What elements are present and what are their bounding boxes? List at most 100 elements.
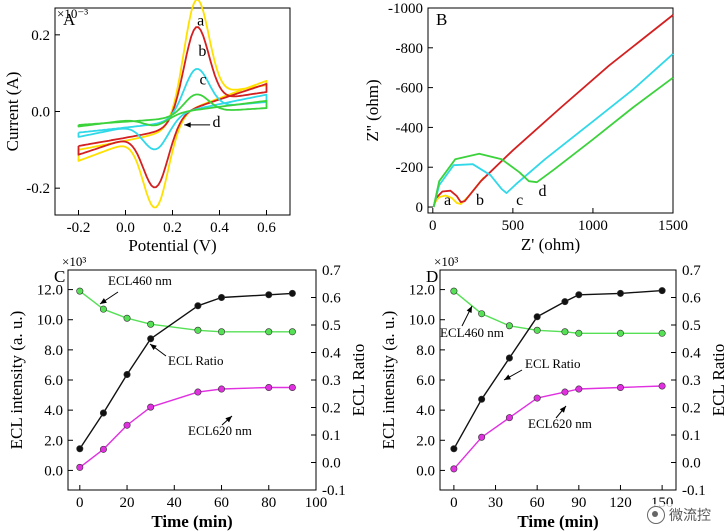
panel-c-xtick-label: 60 — [214, 495, 229, 511]
ecl-point-d-2 — [450, 465, 458, 473]
panel-c-ytick-label: 6.0 — [44, 373, 63, 389]
panel-b-ytick-label: -1000 — [388, 1, 423, 17]
panel-c-xtick-label: 100 — [305, 495, 328, 511]
panel-b-ytick-label: -400 — [396, 120, 424, 136]
ecl-point-c-2 — [218, 385, 226, 393]
panel-d-right-ytick-label: 0.6 — [682, 291, 701, 307]
panel-c-ytick-label: 8.0 — [44, 343, 63, 359]
ecl-series-label-c-2: ECL620 nm — [188, 423, 252, 438]
cv-label-b: b — [198, 43, 206, 60]
panel-b-ytick-label: 0 — [416, 200, 424, 216]
watermark-text: 微流控 — [669, 508, 711, 524]
panel-b-xlabel: Z' (ohm) — [521, 235, 580, 254]
ecl-point-c-1 — [288, 289, 296, 297]
panel-c-ytick-label: 4.0 — [44, 403, 63, 419]
panel-c-xlabel: Time (min) — [151, 512, 232, 531]
panel-c-multiplier: ×10³ — [62, 254, 86, 269]
ecl-point-c-1 — [218, 293, 226, 301]
ecl-series-label-d-1: ECL Ratio — [525, 356, 581, 371]
ecl-point-d-2 — [533, 394, 541, 402]
panel-c-right-ytick-label: 0.4 — [322, 346, 341, 362]
ecl-d-2-arrow-head — [559, 406, 566, 413]
ecl-point-c-1 — [265, 291, 273, 299]
ecl-point-c-1 — [147, 335, 155, 343]
panel-d-ytick-label: 2.0 — [416, 433, 435, 449]
ecl-point-d-0 — [450, 287, 458, 295]
ecl-d-1-arrow-head — [504, 374, 511, 380]
panel-a-xtick-label: 0.6 — [257, 220, 276, 236]
panel-c-right-ytick-label: 0.0 — [322, 456, 341, 472]
ecl-d-0-arrow-head — [466, 306, 472, 313]
cv-curve-c — [77, 68, 268, 151]
panel-d-ylabel-left: ECL intensity (a. u.) — [379, 311, 398, 450]
ecl-point-c-0 — [99, 305, 107, 313]
panel-c-ytick-label: 0.0 — [44, 463, 63, 479]
ecl-c-2-arrow-head — [225, 416, 232, 423]
panel-d-xtick-label: 120 — [609, 495, 632, 511]
ecl-point-d-1 — [561, 298, 569, 306]
panel-c-right-ytick-label: 0.1 — [322, 428, 341, 444]
ecl-point-c-0 — [123, 314, 131, 322]
ecl-point-d-0 — [658, 329, 666, 337]
panel-d: 0 30 60 90 120 1500.02.04.06.08.010.012.0-0.1… — [379, 254, 725, 531]
panel-a-d-arrow-head — [184, 122, 191, 128]
panel-d-right-ytick-label: 0.2 — [682, 401, 701, 417]
panel-d-frame — [439, 269, 677, 491]
panel-c-right-ytick-label: 0.3 — [322, 373, 341, 389]
nyquist-label-a: a — [444, 192, 451, 209]
panel-c-right-ytick-label: 0.6 — [322, 291, 341, 307]
panel-a-panel-label: A — [63, 10, 76, 29]
ecl-point-c-2 — [147, 403, 155, 411]
ecl-point-d-2 — [505, 414, 513, 422]
panel-b-frame — [427, 7, 674, 214]
panel-d-ylabel-right: ECL Ratio — [709, 344, 725, 417]
panel-c-xtick-label: 20 — [120, 495, 135, 511]
panel-c-right-ytick-label: -0.1 — [322, 483, 346, 499]
panel-a-xtick-label: 0.2 — [163, 220, 182, 236]
ecl-point-d-1 — [575, 291, 583, 299]
ecl-point-c-2 — [265, 384, 273, 392]
panel-d-right-ytick-label: 0.5 — [682, 318, 701, 334]
panel-b-xtick-label: 500 — [502, 218, 525, 234]
cv-curve-a — [77, 0, 268, 209]
panel-d-right-ytick-label: 0.3 — [682, 373, 701, 389]
panel-a-multiplier: ×10⁻³ — [57, 6, 88, 21]
ecl-line-c-0 — [79, 290, 293, 333]
panel-c-panel-label: C — [54, 267, 65, 286]
ecl-point-c-2 — [99, 445, 107, 453]
panel-c-ylabel-left: ECL intensity (a. u.) — [7, 311, 26, 450]
panel-d-right-ytick-label: -0.1 — [682, 483, 706, 499]
panel-b-xtick-label: 1500 — [658, 218, 688, 234]
cv-curve-d — [77, 93, 268, 128]
nyquist-curve-c — [432, 53, 674, 208]
ecl-series-label-d-0: ECL460 nm — [440, 325, 504, 340]
panel-d-right-ytick-label: 0.4 — [682, 346, 701, 362]
ecl-point-c-2 — [288, 384, 296, 392]
ecl-series-label-d-2: ECL620 nm — [528, 416, 592, 431]
panel-d-ytick-label: 8.0 — [416, 343, 435, 359]
ecl-point-d-1 — [478, 395, 486, 403]
ecl-point-c-2 — [76, 463, 84, 471]
ecl-point-d-2 — [575, 385, 583, 393]
panel-d-xtick-label: 90 — [571, 495, 586, 511]
ecl-point-d-2 — [561, 388, 569, 396]
nyquist-curve-b — [432, 14, 674, 208]
ecl-point-c-0 — [288, 328, 296, 336]
panel-c-right-ytick-label: 0.5 — [322, 318, 341, 334]
panel-c-xtick-label: 40 — [167, 495, 182, 511]
ecl-point-c-2 — [123, 421, 131, 429]
cv-label-a: a — [197, 12, 204, 29]
ecl-c-0-arrow-head — [100, 298, 107, 304]
panel-d-ytick-label: 6.0 — [416, 373, 435, 389]
cv-label-c: c — [200, 72, 207, 89]
ecl-point-c-0 — [218, 328, 226, 336]
ecl-point-c-0 — [147, 320, 155, 328]
panel-b-xtick-label: 1000 — [578, 218, 608, 234]
ecl-line-c-1 — [79, 292, 293, 450]
panel-d-ytick-label: 4.0 — [416, 403, 435, 419]
panel-c: 0 20 40 60 80 100 0.0 2.0 4.0 6.0 8.0 10.0 12.0 -0.1 0… — [7, 254, 368, 531]
ecl-point-d-1 — [658, 287, 666, 295]
panel-b-ytick-label: -200 — [396, 160, 424, 176]
panel-d-right-ytick-label: 0.0 — [682, 456, 701, 472]
